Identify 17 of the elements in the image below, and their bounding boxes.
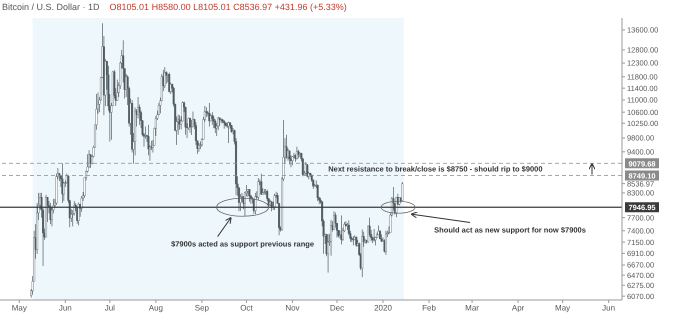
x-tick-label: Apr: [512, 304, 525, 313]
x-tick-label: 2020: [374, 304, 392, 313]
x-tick-label: Jun: [602, 304, 616, 313]
candlestick: [334, 212, 336, 228]
x-tick-label: Dec: [330, 304, 344, 313]
chart-subtitle: O8105.01 H8580.00 L8105.01 C8536.97 +431.96 (+5.33%): [110, 2, 347, 12]
x-tick-label: Jul: [104, 304, 116, 313]
x-tick-label: Nov: [285, 304, 300, 313]
x-tick-label: Oct: [240, 304, 254, 313]
x-tick-label: Aug: [148, 304, 163, 313]
x-tick-label: Mar: [465, 304, 480, 313]
x-tick-label: May: [555, 304, 570, 313]
chart-title: Bitcoin / U.S. Dollar · 1D: [2, 2, 100, 12]
x-tick-label: Sep: [194, 304, 210, 313]
x-tick-label: May: [12, 304, 27, 313]
x-tick-label: Feb: [422, 304, 436, 313]
x-tick-label: Jun: [58, 304, 72, 313]
